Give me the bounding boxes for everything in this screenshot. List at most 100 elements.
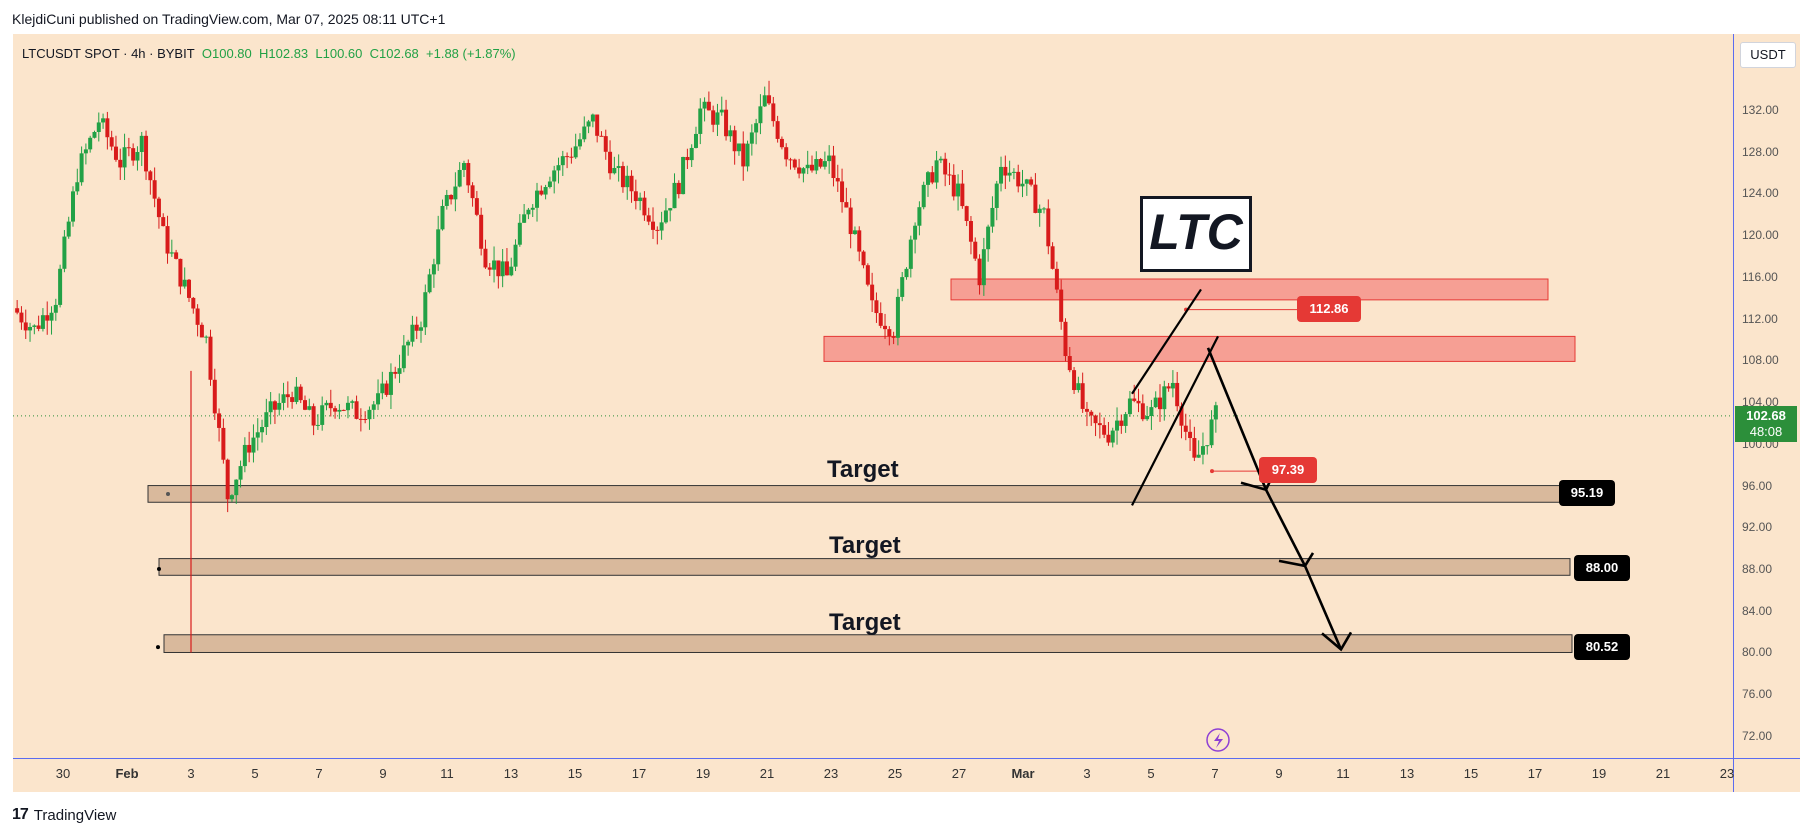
candle-body (660, 222, 664, 230)
x-tick: 15 (1464, 766, 1478, 781)
candle-body (978, 259, 982, 286)
y-tick: 132.00 (1742, 103, 1779, 117)
candle-body (1098, 423, 1102, 425)
candle-body (556, 165, 560, 170)
candle-body (479, 215, 483, 249)
candle-body (333, 408, 337, 411)
candle-body (372, 404, 376, 409)
candle-body (595, 115, 599, 136)
candle-body (939, 159, 943, 161)
candle-body (50, 313, 54, 321)
lightning-icon (1214, 733, 1223, 748)
price-axis-border (1733, 34, 1734, 792)
candle-body (148, 171, 152, 180)
candle-body (105, 118, 109, 137)
candle-body (797, 167, 801, 173)
candle-body (1149, 407, 1153, 416)
candle-body (673, 183, 677, 208)
candle-body (874, 300, 878, 313)
candle-body (385, 384, 389, 395)
tradingview-footer[interactable]: 17 TradingView (12, 806, 116, 824)
candle-body (1188, 432, 1192, 438)
candle-body (1046, 208, 1050, 246)
candle-body (746, 144, 750, 167)
candle-body (1141, 403, 1145, 419)
candle-body (956, 184, 960, 197)
candle-body (569, 157, 573, 158)
target-label-2: Target (829, 532, 901, 560)
candle-body (97, 122, 101, 132)
candle-body (1102, 425, 1106, 435)
candle-body (62, 237, 66, 269)
candle-body (737, 143, 741, 151)
y-tick: 108.00 (1742, 353, 1779, 367)
candle-body (677, 183, 681, 194)
price-tag-112-86: 112.86 (1297, 296, 1361, 322)
target-dot-3 (156, 645, 160, 649)
candle-body (1205, 445, 1209, 446)
x-tick: 3 (187, 766, 194, 781)
x-tick: 19 (1592, 766, 1606, 781)
currency-button[interactable]: USDT (1740, 42, 1796, 68)
candle-body (208, 337, 212, 380)
candle-body (896, 297, 900, 338)
candle-body (514, 245, 518, 267)
candle-body (28, 327, 32, 330)
candle-body (1021, 184, 1025, 187)
candle-body (217, 413, 221, 428)
candle-body (127, 147, 131, 148)
candle-body (986, 227, 990, 250)
candle-body (866, 265, 870, 284)
candle-body (196, 308, 200, 324)
candle-body (892, 336, 896, 337)
candle-body (1210, 419, 1214, 445)
symbol-legend[interactable]: LTCUSDT SPOT · 4h · BYBIT O100.80 H102.8… (22, 46, 516, 61)
candle-body (621, 166, 625, 187)
candle-body (591, 115, 595, 122)
candle-body (922, 185, 926, 207)
candle-body (1025, 179, 1029, 183)
candle-body (642, 198, 646, 216)
candle-body (436, 229, 440, 264)
candle-body (294, 387, 298, 402)
candle-body (1029, 179, 1033, 184)
candle-body (827, 156, 831, 162)
candle-body (1115, 421, 1119, 431)
chart-svg (0, 0, 1814, 836)
candle-body (183, 280, 187, 287)
candle-body (226, 460, 230, 500)
candle-body (599, 136, 603, 137)
candle-body (1124, 414, 1128, 426)
legend-open: O100.80 (202, 46, 252, 61)
candle-body (789, 159, 793, 160)
candle-body (750, 132, 754, 143)
candle-body (823, 161, 827, 167)
ltc-title-box: LTC (1140, 196, 1252, 272)
candle-body (853, 230, 857, 234)
candle-body (947, 174, 951, 175)
candle-body (393, 372, 397, 374)
candle-body (960, 184, 964, 207)
candle-body (763, 95, 767, 106)
candle-body (1214, 405, 1218, 419)
candle-body (1132, 399, 1136, 401)
candle-body (475, 198, 479, 215)
candle-body (1008, 173, 1012, 176)
candle-body (1055, 269, 1059, 290)
candle-body (144, 136, 148, 172)
candle-body (239, 466, 243, 480)
candle-body (849, 208, 853, 235)
candle-body (445, 195, 449, 206)
level-dot-97 (1210, 469, 1214, 473)
candle-body (440, 206, 444, 229)
candle-body (767, 95, 771, 103)
candle-body (879, 313, 883, 326)
candle-body (1192, 438, 1196, 458)
target-dot-2 (157, 567, 161, 571)
x-tick: Mar (1011, 766, 1034, 781)
candle-body (664, 210, 668, 222)
candle-body (1094, 416, 1098, 424)
candle-body (191, 298, 195, 309)
candle-body (544, 187, 548, 195)
x-tick: 9 (379, 766, 386, 781)
